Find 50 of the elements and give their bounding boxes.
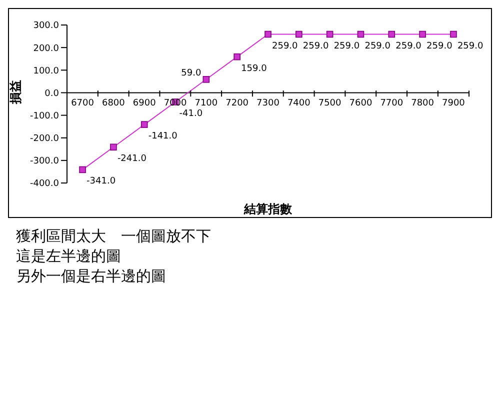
point xyxy=(450,30,457,38)
data-label: -341.0 xyxy=(86,176,116,187)
point xyxy=(264,30,272,38)
x-tick-label: 7100 xyxy=(194,98,218,109)
x-tick-label: 7700 xyxy=(380,98,404,109)
y-tick-label: 300.0 xyxy=(33,21,60,32)
data-label: -41.0 xyxy=(179,108,203,119)
data-label: 259.0 xyxy=(364,41,391,52)
data-label: 259.0 xyxy=(272,41,298,52)
data-label: 159.0 xyxy=(241,64,268,74)
x-tick-label: 7600 xyxy=(349,98,372,109)
point xyxy=(419,30,426,38)
y-tick-label: -100.0 xyxy=(30,111,60,122)
data-label: 259.0 xyxy=(396,41,422,52)
y-tick-label: 0.0 xyxy=(44,88,60,99)
x-tick-label: 7300 xyxy=(256,98,280,109)
point xyxy=(234,53,240,60)
data-label: 259.0 xyxy=(457,41,484,52)
x-tick-label: 6900 xyxy=(132,98,156,109)
y-tick-label: -200.0 xyxy=(30,134,60,144)
point xyxy=(357,30,364,38)
data-label: 259.0 xyxy=(302,41,329,52)
x-tick-label: 7200 xyxy=(226,98,249,109)
y-tick-label: -400.0 xyxy=(30,179,60,190)
y-tick-label: 100.0 xyxy=(33,66,60,76)
point xyxy=(388,30,396,38)
point xyxy=(79,166,86,174)
x-tick-label: 7800 xyxy=(411,98,434,109)
data-label: -241.0 xyxy=(117,154,147,164)
x-tick-label: 6700 xyxy=(71,98,94,109)
y-tick-label: 200.0 xyxy=(33,44,60,54)
x-tick-label: 7500 xyxy=(318,98,342,109)
point xyxy=(202,76,210,83)
point xyxy=(110,144,117,151)
text: 另外一個是右半邊的圖 xyxy=(16,266,167,286)
x-tick-label: 7400 xyxy=(287,98,311,109)
x-tick-label: 7900 xyxy=(442,98,466,109)
x-tick-label: 6800 xyxy=(102,98,126,109)
point xyxy=(296,30,302,38)
data-label: 259.0 xyxy=(426,41,453,52)
data-label: 59.0 xyxy=(181,68,202,78)
data-label: 259.0 xyxy=(334,41,360,52)
y-tick-label: -300.0 xyxy=(30,156,60,167)
point xyxy=(326,30,334,38)
text: 這是左半邊的圖 xyxy=(16,246,122,266)
y-axis-title: 損益 xyxy=(8,80,22,105)
text: 獲利區間太大 一個圖放不下 xyxy=(16,226,212,246)
data-label: -141.0 xyxy=(148,132,178,142)
point xyxy=(140,121,148,128)
x-axis-title: 結算指數 xyxy=(243,202,293,216)
